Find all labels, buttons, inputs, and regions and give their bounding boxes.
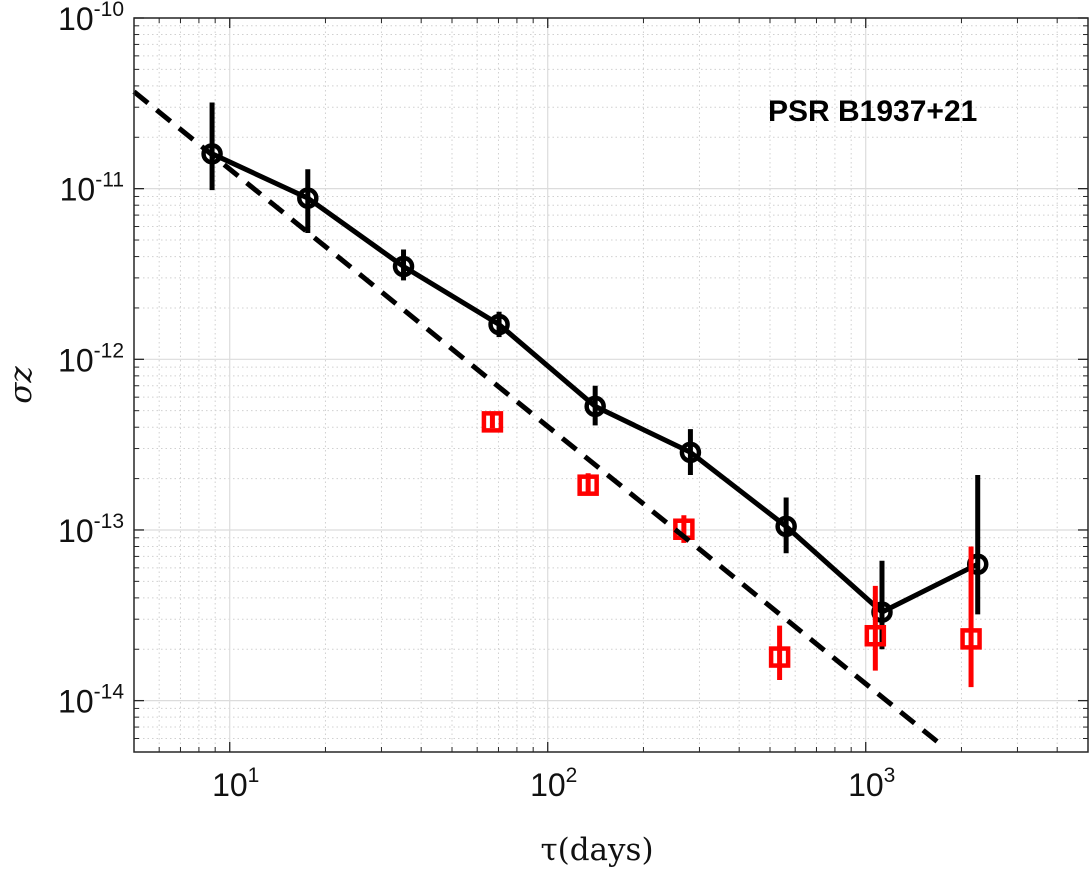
data-point-circle — [297, 187, 319, 209]
series-1 — [481, 411, 982, 688]
data-point-circle — [775, 515, 797, 538]
plot-frame — [133, 17, 1089, 753]
data-point-square — [960, 628, 982, 650]
y-tick-label: 10-12 — [58, 339, 124, 378]
x-tick-label: 101 — [212, 764, 259, 803]
y-tick-label: 10-14 — [58, 681, 124, 720]
data-point-circle — [392, 255, 415, 278]
axis-ticks: 101 102 103 10-14 10-13 10-12 10-11 10-10 — [58, 0, 1089, 803]
plot-area — [134, 18, 1088, 752]
x-tick-label: 103 — [848, 764, 895, 803]
y-tick-label: 10-10 — [58, 0, 124, 37]
data-point-square — [481, 411, 504, 433]
series-0 — [201, 102, 989, 650]
y-tick-label: 10-13 — [58, 510, 124, 549]
data-point-circle — [584, 395, 606, 418]
series-layer — [132, 89, 989, 749]
data-point-circle — [488, 313, 510, 336]
data-point-square — [577, 474, 599, 496]
data-point-circle — [201, 143, 223, 165]
chart-annotation: PSR B1937+21 — [768, 95, 977, 128]
y-axis-label: σz — [3, 366, 39, 404]
data-point-square — [864, 624, 887, 647]
data-point-square — [768, 646, 791, 668]
x-tick-label: 102 — [530, 764, 577, 803]
x-axis-label: τ(days) — [540, 832, 653, 868]
data-point-circle — [679, 441, 702, 464]
y-tick-label: 10-11 — [60, 169, 124, 208]
